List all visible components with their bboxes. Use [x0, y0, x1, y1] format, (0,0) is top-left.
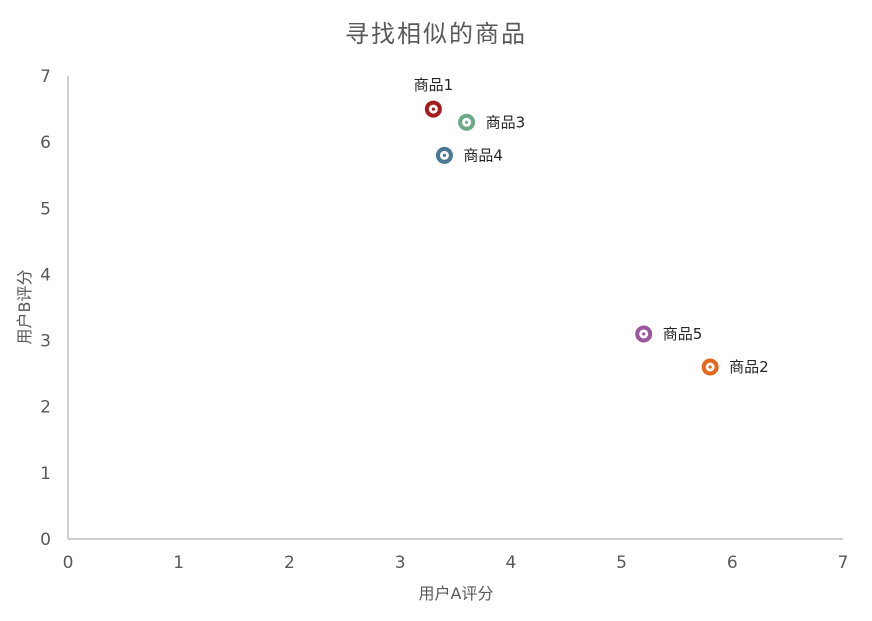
data-point — [424, 100, 442, 118]
x-tick-label: 7 — [838, 553, 849, 573]
y-tick-label: 7 — [40, 67, 51, 87]
x-axis-label: 用户A评分 — [418, 584, 494, 603]
x-tick-label: 4 — [505, 553, 516, 573]
y-axis-label: 用户B评分 — [15, 269, 34, 345]
y-tick-label: 1 — [40, 464, 51, 484]
y-tick-label: 2 — [40, 398, 51, 418]
data-point-center — [642, 332, 646, 336]
data-label: 商品3 — [486, 113, 526, 131]
data-point-center — [708, 365, 712, 369]
x-tick-label: 2 — [284, 553, 295, 573]
data-label: 商品1 — [414, 76, 454, 94]
y-tick-label: 3 — [40, 332, 51, 352]
y-tick-label: 5 — [40, 199, 51, 219]
data-point-center — [464, 120, 469, 124]
x-tick-label: 5 — [616, 553, 627, 573]
data-point — [701, 358, 719, 376]
data-point-center — [442, 153, 447, 157]
data-label: 商品2 — [729, 358, 769, 376]
x-tick-label: 6 — [727, 553, 738, 573]
data-label: 商品5 — [663, 325, 703, 343]
data-label: 商品4 — [463, 146, 503, 164]
y-tick-label: 0 — [40, 530, 51, 550]
x-tick-label: 1 — [173, 553, 184, 573]
x-tick-label: 0 — [63, 553, 74, 573]
y-tick-label: 4 — [40, 265, 51, 285]
data-point-center — [431, 107, 435, 111]
chart-title: 寻找相似的商品 — [345, 20, 527, 48]
x-tick-label: 3 — [395, 553, 406, 573]
data-point — [458, 113, 476, 131]
y-tick-label: 6 — [40, 133, 51, 153]
data-point — [435, 146, 453, 164]
data-point — [635, 325, 653, 343]
